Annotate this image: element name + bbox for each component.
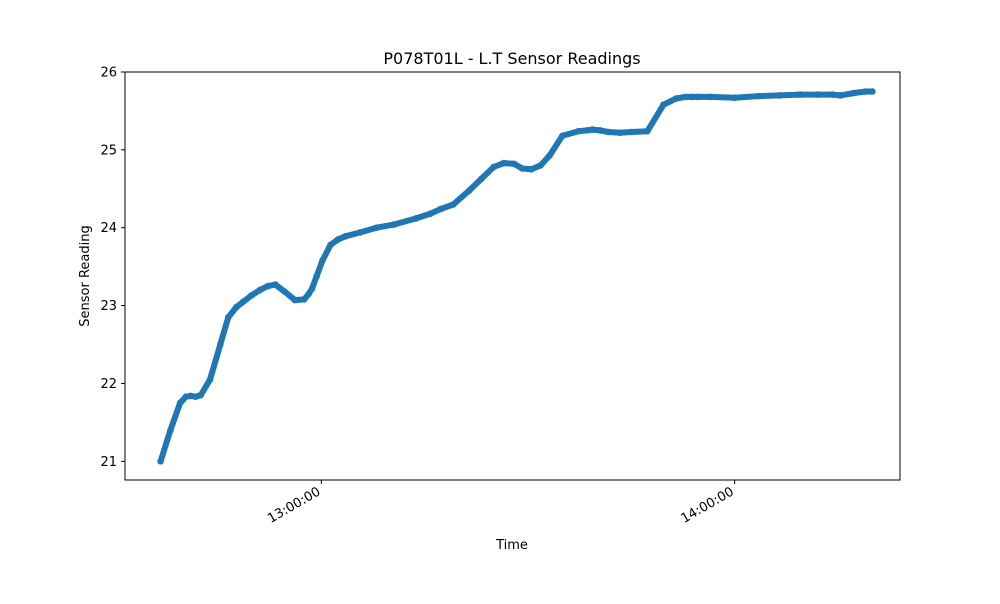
- x-axis-label: Time: [495, 538, 528, 553]
- chart-title: P078T01L - L.T Sensor Readings: [383, 49, 640, 68]
- data-point: [187, 392, 194, 400]
- data-point: [478, 175, 485, 182]
- data-point: [319, 257, 326, 264]
- data-point: [291, 296, 299, 304]
- data-point: [583, 127, 590, 134]
- data-point: [217, 341, 224, 348]
- data-point: [559, 132, 566, 140]
- data-point: [660, 101, 667, 108]
- data-point: [313, 272, 321, 280]
- data-point: [796, 91, 804, 98]
- y-tick-label: 26: [100, 66, 117, 81]
- y-tick-label: 22: [100, 377, 117, 392]
- data-point: [167, 426, 174, 434]
- data-point: [225, 314, 232, 321]
- y-axis-label: Sensor Reading: [78, 225, 93, 326]
- data-point: [537, 162, 544, 169]
- data-point: [466, 187, 473, 194]
- data-point: [490, 163, 497, 171]
- data-point: [829, 91, 836, 98]
- data-point: [869, 88, 876, 95]
- plot-frame: [124, 71, 901, 481]
- data-point: [233, 303, 240, 311]
- data-point: [327, 241, 334, 249]
- data-point: [528, 166, 535, 173]
- data-point: [334, 236, 342, 243]
- data-point: [510, 160, 518, 168]
- data-point: [264, 282, 272, 290]
- y-tick-label: 23: [100, 299, 117, 314]
- data-point: [272, 281, 279, 288]
- data-point: [248, 292, 255, 299]
- data-point: [281, 288, 288, 295]
- data-point: [814, 91, 821, 98]
- data-point: [300, 296, 308, 303]
- data-point: [546, 152, 554, 159]
- data-point: [575, 127, 582, 135]
- y-tick-label: 21: [100, 455, 117, 470]
- data-point: [837, 92, 844, 99]
- data-point: [308, 285, 316, 292]
- data-point: [707, 93, 714, 101]
- data-point: [755, 92, 763, 100]
- data-point: [427, 210, 434, 217]
- plot-series: [157, 88, 876, 465]
- data-point: [437, 205, 445, 213]
- data-point: [628, 128, 635, 136]
- data-point: [862, 88, 869, 95]
- data-point: [197, 391, 205, 399]
- data-point: [597, 127, 604, 134]
- data-point: [192, 393, 199, 401]
- y-tick-label: 24: [100, 221, 117, 236]
- data-point: [616, 129, 624, 136]
- data-point: [450, 201, 457, 208]
- data-point: [589, 126, 596, 133]
- y-axis: 21 22 23 24 25 26: [100, 66, 125, 470]
- data-point: [776, 92, 783, 99]
- data-point: [206, 376, 214, 383]
- data-point: [644, 127, 651, 135]
- data-point: [500, 159, 508, 167]
- data-point: [682, 93, 689, 101]
- data-point: [688, 93, 696, 101]
- data-point: [519, 165, 526, 172]
- data-point: [342, 233, 349, 240]
- data-point: [672, 95, 680, 102]
- data-point: [357, 229, 364, 236]
- data-point: [305, 290, 313, 298]
- data-point: [412, 215, 420, 222]
- data-point: [731, 94, 738, 101]
- data-point: [605, 128, 612, 136]
- data-point: [157, 458, 164, 465]
- data-point: [373, 224, 380, 231]
- data-point: [256, 286, 264, 294]
- data-point: [176, 399, 184, 407]
- data-point: [850, 89, 858, 97]
- data-point: [694, 93, 702, 101]
- data-point: [390, 221, 398, 228]
- data-point: [240, 298, 247, 306]
- y-tick-label: 25: [100, 143, 117, 158]
